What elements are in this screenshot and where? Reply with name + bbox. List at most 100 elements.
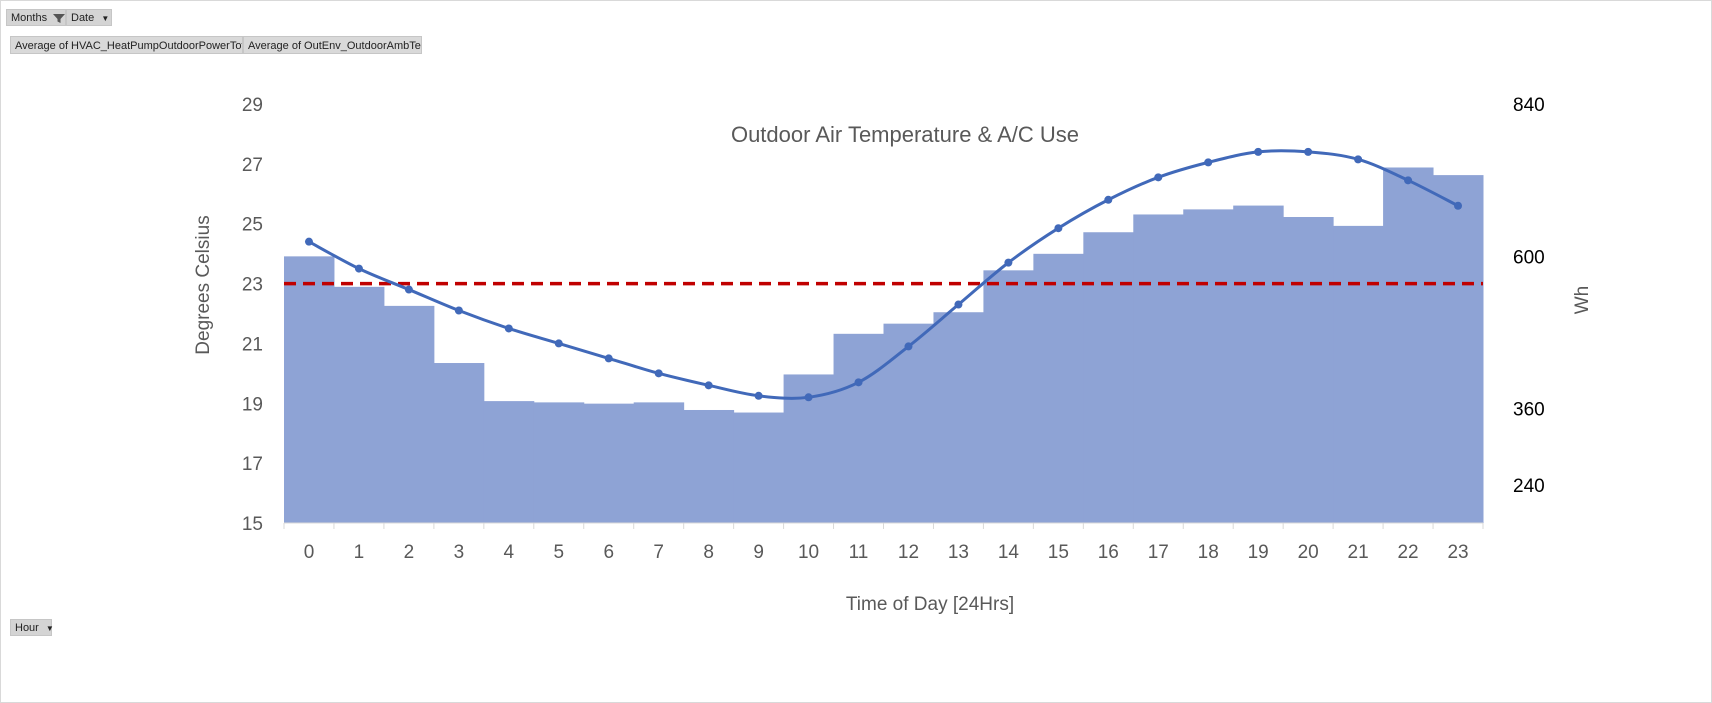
- filter-icon: [53, 13, 66, 23]
- y-right-tick-label: 360: [1513, 400, 1545, 421]
- bar-4: [483, 401, 535, 523]
- bar-15: [1033, 253, 1084, 523]
- temperature-point-1: [354, 264, 363, 273]
- bar-5: [533, 402, 585, 523]
- bar-14: [983, 270, 1034, 523]
- bar-17: [1133, 214, 1184, 524]
- temperature-point-19: [1254, 147, 1263, 156]
- y-right-tick-label: 240: [1513, 476, 1545, 497]
- bar-9: [733, 412, 785, 523]
- y-left-tick-label: 15: [242, 514, 263, 535]
- bar-7: [633, 402, 685, 523]
- bar-11: [833, 333, 884, 523]
- temperature-point-17: [1154, 173, 1163, 182]
- x-tick-label: 19: [1248, 542, 1269, 563]
- x-tick-label: 1: [354, 542, 365, 563]
- temperature-point-6: [604, 354, 613, 363]
- x-tick-label: 10: [798, 542, 819, 563]
- temperature-point-23: [1454, 201, 1463, 210]
- temperature-point-21: [1354, 155, 1363, 164]
- value-field-power[interactable]: Average of HVAC_HeatPumpOutdoorPowerTota…: [10, 36, 243, 54]
- temperature-point-13: [954, 300, 963, 309]
- x-tick-label: 3: [454, 542, 465, 563]
- value-field-power-label: Average of HVAC_HeatPumpOutdoorPowerTota…: [15, 40, 243, 52]
- axes-group: 0 1 2 3 4 5 6 7 8 9 10 11 12 13 14 15 16 17 18 19 20 21 22 2315…: [242, 95, 1545, 563]
- bar-12: [883, 323, 934, 523]
- x-tick-label: 21: [1348, 542, 1369, 563]
- x-tick-label: 0: [304, 542, 315, 563]
- y-left-tick-label: 17: [242, 454, 263, 475]
- bar-21: [1333, 225, 1384, 523]
- x-tick-label: 4: [504, 542, 515, 563]
- x-axis-title: Time of Day [24Hrs]: [846, 594, 1014, 615]
- temperature-point-2: [404, 285, 413, 294]
- temperature-point-10: [804, 393, 813, 402]
- temperature-point-15: [1054, 224, 1063, 233]
- x-tick-label: 15: [1048, 542, 1069, 563]
- bar-23: [1433, 175, 1484, 523]
- y-left-tick-label: 29: [242, 95, 263, 116]
- temperature-point-8: [704, 381, 713, 390]
- y-axis-right-title: Wh: [1572, 286, 1593, 315]
- y-left-tick-label: 21: [242, 334, 263, 355]
- temperature-point-14: [1004, 258, 1013, 267]
- x-tick-label: 23: [1447, 542, 1468, 563]
- line-series: [304, 147, 1463, 402]
- y-axis-left-title: Degrees Celsius: [193, 215, 214, 354]
- x-tick-label: 13: [948, 542, 969, 563]
- bar-13: [933, 312, 984, 523]
- temperature-point-7: [654, 369, 663, 378]
- y-right-tick-label: 840: [1513, 95, 1545, 116]
- bar-8: [683, 409, 735, 523]
- x-tick-label: 8: [703, 542, 714, 563]
- y-right-tick-label: 600: [1513, 247, 1545, 268]
- temperature-point-9: [754, 391, 763, 400]
- hour-axis-field-button[interactable]: Hour ▼: [10, 619, 54, 636]
- temperature-point-3: [454, 306, 463, 315]
- x-tick-label: 2: [404, 542, 415, 563]
- chart-title: Outdoor Air Temperature & A/C Use: [731, 122, 1079, 147]
- bar-0: [284, 256, 335, 523]
- x-tick-label: 12: [898, 542, 919, 563]
- temperature-point-16: [1104, 195, 1113, 204]
- temperature-point-18: [1204, 158, 1213, 167]
- y-left-tick-label: 25: [242, 215, 263, 236]
- x-tick-label: 16: [1098, 542, 1119, 563]
- bar-18: [1183, 209, 1234, 524]
- x-tick-label: 20: [1298, 542, 1319, 563]
- value-field-temp[interactable]: Average of OutEnv_OutdoorAmbTemp: [243, 36, 422, 54]
- bar-series: [284, 167, 1484, 524]
- bar-20: [1283, 217, 1334, 523]
- x-tick-label: 7: [653, 542, 664, 563]
- bar-2: [383, 305, 435, 523]
- x-tick-label: 9: [753, 542, 764, 563]
- temperature-point-0: [304, 237, 313, 246]
- x-tick-label: 6: [603, 542, 614, 563]
- x-tick-label: 22: [1397, 542, 1418, 563]
- y-left-tick-label: 23: [242, 275, 263, 296]
- x-tick-label: 14: [998, 542, 1020, 563]
- months-filter-button[interactable]: Months: [6, 9, 66, 26]
- bar-1: [333, 286, 385, 523]
- x-tick-label: 17: [1148, 542, 1169, 563]
- temperature-point-5: [554, 339, 563, 348]
- months-filter-label: Months: [11, 12, 48, 24]
- temperature-point-4: [504, 324, 513, 333]
- temperature-point-11: [854, 378, 863, 387]
- x-tick-label: 5: [553, 542, 564, 563]
- temperature-point-22: [1404, 176, 1413, 185]
- bar-3: [433, 363, 485, 523]
- chevron-down-icon: ▼: [101, 14, 110, 23]
- y-left-tick-label: 27: [242, 155, 263, 176]
- temperature-point-20: [1304, 147, 1313, 156]
- hour-field-label: Hour: [15, 622, 39, 634]
- date-filter-label: Date: [71, 12, 95, 24]
- x-tick-label: 18: [1198, 542, 1219, 563]
- x-tick-label: 11: [849, 542, 869, 563]
- bar-16: [1083, 232, 1134, 524]
- bar-19: [1233, 205, 1284, 524]
- date-filter-button[interactable]: Date ▼: [66, 9, 112, 26]
- bar-22: [1383, 167, 1434, 523]
- bar-6: [583, 403, 635, 523]
